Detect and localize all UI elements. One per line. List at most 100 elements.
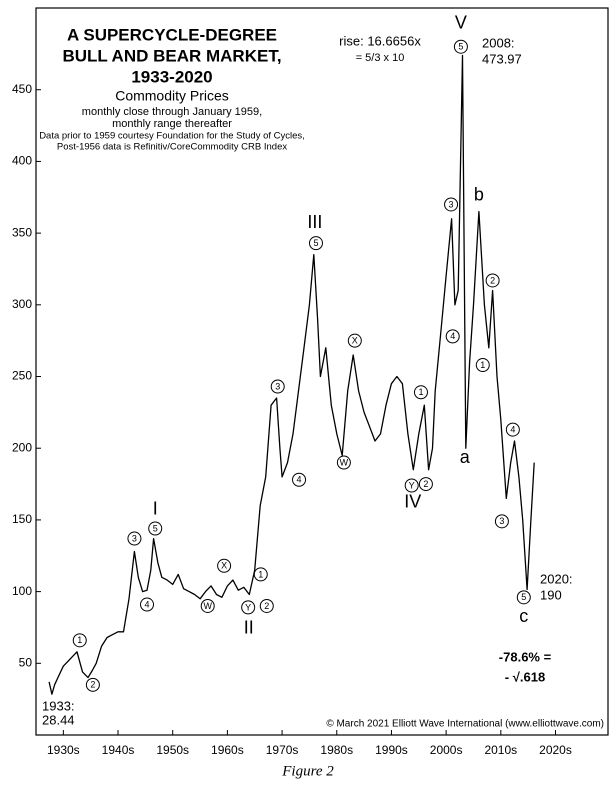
side-note: 1933:: [42, 698, 75, 713]
y-tick-label: 200: [12, 440, 32, 454]
note: monthly range thereafter: [112, 118, 232, 130]
wave-label: 3: [499, 516, 504, 526]
wave-label: 3: [275, 381, 280, 391]
wave-label: II: [244, 618, 254, 638]
wave-label: 2: [423, 479, 428, 489]
wave-label: 2: [264, 601, 269, 611]
wave-label: III: [307, 212, 322, 232]
subtitle: Commodity Prices: [115, 88, 229, 104]
y-tick-label: 450: [12, 82, 32, 96]
title-line: BULL AND BEAR MARKET,: [62, 46, 281, 65]
x-tick-label: 1950s: [156, 743, 189, 757]
side-note: rise: 16.6656x: [339, 33, 421, 48]
x-tick-label: 1990s: [375, 743, 408, 757]
wave-label: 4: [145, 599, 150, 609]
wave-circle: [292, 472, 307, 487]
wave-circle: [485, 273, 500, 288]
wave-label: 1: [258, 569, 263, 579]
wave-circle: [85, 677, 100, 692]
y-tick-label: 300: [12, 297, 32, 311]
wave-label: 4: [297, 475, 302, 485]
wave-label: b: [474, 185, 484, 205]
wave-label: 5: [458, 42, 463, 52]
note: monthly close through January 1959,: [82, 106, 262, 118]
wave-label: X: [221, 561, 227, 571]
wave-circle: [445, 329, 460, 344]
wave-circle: [413, 385, 428, 400]
side-note: -78.6% =: [499, 649, 552, 664]
wave-circle: [200, 598, 215, 613]
x-tick-label: 2000s: [430, 743, 463, 757]
side-note: 2020:: [540, 571, 573, 586]
wave-label: I: [153, 499, 158, 519]
x-tick-label: 2010s: [484, 743, 517, 757]
side-note: 2008:: [482, 35, 515, 50]
wave-circle: [140, 597, 155, 612]
x-tick-label: 1970s: [266, 743, 299, 757]
y-tick-label: 400: [12, 154, 32, 168]
point-label: 28.44: [42, 712, 75, 727]
wave-label: 4: [510, 424, 515, 434]
wave-label: 1: [77, 635, 82, 645]
wave-label: W: [203, 601, 212, 611]
wave-label: X: [352, 336, 358, 346]
y-tick-label: 50: [19, 655, 33, 669]
x-tick-label: 1930s: [47, 743, 80, 757]
caption: Figure 2: [281, 763, 334, 779]
x-tick-label: 2020s: [539, 743, 572, 757]
note: Data prior to 1959 courtesy Foundation f…: [39, 131, 305, 142]
wave-label: 5: [313, 238, 318, 248]
wave-circle: [308, 236, 323, 251]
wave-label: 2: [490, 275, 495, 285]
wave-label: IV: [404, 491, 421, 511]
x-tick-label: 1940s: [102, 743, 135, 757]
wave-label: 1: [480, 360, 485, 370]
wave-label: V: [455, 13, 467, 33]
x-tick-label: 1980s: [320, 743, 353, 757]
wave-label: 5: [521, 592, 526, 602]
wave-circle: [217, 558, 232, 573]
wave-label: 4: [450, 331, 455, 341]
wave-circle: [241, 600, 256, 615]
point-label: 473.97: [482, 51, 522, 66]
wave-label: a: [460, 447, 471, 467]
wave-circle: [516, 590, 531, 605]
wave-circle: [72, 633, 87, 648]
wave-label: 5: [153, 523, 158, 533]
wave-label: Y: [409, 480, 415, 490]
wave-circle: [475, 358, 490, 373]
plot-frame: [35, 7, 609, 736]
wave-circle: [347, 333, 362, 348]
wave-circle: [404, 478, 419, 493]
wave-label: c: [519, 606, 528, 626]
wave-label: W: [340, 457, 349, 467]
wave-label: 3: [449, 199, 454, 209]
wave-circle: [127, 531, 142, 546]
y-tick-label: 150: [12, 512, 32, 526]
copyright: © March 2021 Elliott Wave International …: [326, 719, 604, 730]
wave-circle: [148, 521, 163, 536]
wave-circle: [444, 197, 459, 212]
wave-label: Y: [245, 602, 251, 612]
x-tick-label: 1960s: [211, 743, 244, 757]
wave-circle: [253, 567, 268, 582]
side-note: - √.618: [505, 669, 545, 684]
wave-circle: [336, 455, 351, 470]
price-line: [48, 54, 535, 695]
y-tick-label: 100: [12, 584, 32, 598]
note: Post-1956 data is Refinitiv/CoreCommodit…: [57, 142, 287, 153]
y-tick-label: 350: [12, 225, 32, 239]
wave-label: 1: [418, 387, 423, 397]
wave-circle: [453, 39, 468, 54]
y-tick-label: 250: [12, 369, 32, 383]
title-line: A SUPERCYCLE-DEGREE: [67, 25, 277, 44]
wave-circle: [259, 598, 274, 613]
side-note: = 5/3 x 10: [356, 52, 405, 64]
title-line: 1933-2020: [131, 67, 212, 86]
wave-label: 3: [132, 533, 137, 543]
wave-label: 2: [90, 680, 95, 690]
wave-circle: [505, 422, 520, 437]
wave-circle: [418, 477, 433, 492]
point-label: 190: [540, 587, 562, 602]
